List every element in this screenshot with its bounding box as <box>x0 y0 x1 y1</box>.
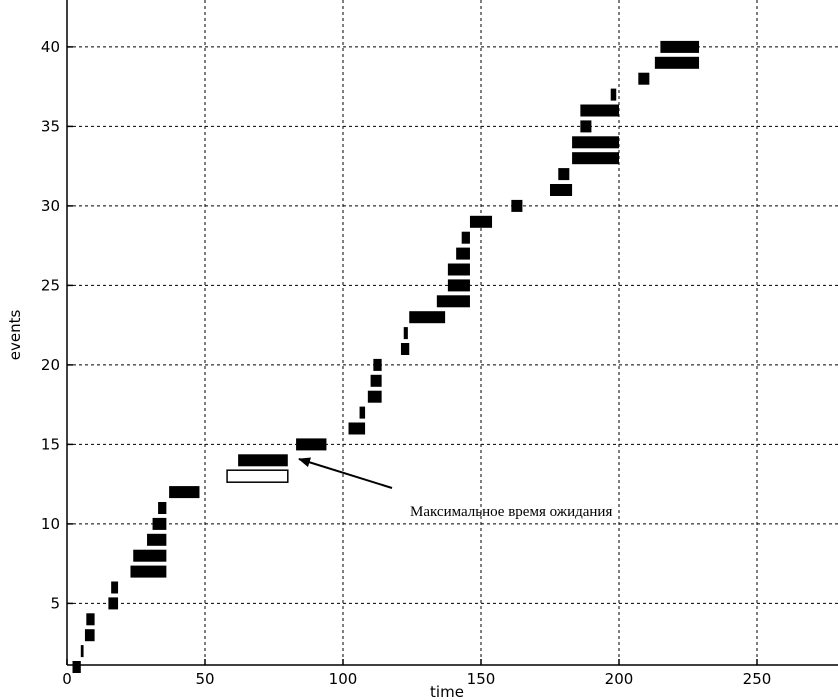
event-bar <box>610 88 617 101</box>
y-axis-title: events <box>6 310 24 361</box>
event-bar <box>80 645 84 658</box>
event-bar <box>403 327 408 340</box>
event-bar <box>436 295 470 308</box>
x-tick-label: 0 <box>62 670 72 688</box>
x-tick-label: 100 <box>329 670 358 688</box>
y-tick-label: 25 <box>41 276 60 294</box>
event-bar <box>147 533 167 546</box>
event-bar <box>660 40 700 53</box>
event-bar <box>580 104 619 117</box>
event-bar <box>580 120 592 133</box>
grid <box>67 0 838 665</box>
event-bar <box>238 454 288 467</box>
x-tick-label: 150 <box>467 670 496 688</box>
event-bar <box>638 72 650 85</box>
event-bar <box>296 438 327 451</box>
event-bar <box>367 390 382 403</box>
event-bar <box>456 247 470 260</box>
event-bar <box>108 597 119 610</box>
event-bar <box>469 215 493 228</box>
event-bar <box>370 374 382 387</box>
event-bar <box>130 565 167 578</box>
event-bar <box>169 486 200 499</box>
y-tick-label: 10 <box>41 515 60 533</box>
event-bars <box>72 40 700 673</box>
event-bar <box>359 406 366 419</box>
event-bar <box>373 358 382 371</box>
event-bar <box>511 199 523 212</box>
y-tick-label: 5 <box>50 594 60 612</box>
event-bar <box>572 152 619 165</box>
x-tick-label: 250 <box>743 670 772 688</box>
x-tick-label: 200 <box>605 670 634 688</box>
event-bar <box>447 263 470 276</box>
event-bar <box>111 581 119 594</box>
y-tick-label: 40 <box>41 38 60 56</box>
event-bar <box>654 56 700 69</box>
event-bar <box>461 231 470 244</box>
y-tick-label: 35 <box>41 117 60 135</box>
event-bar <box>447 279 470 292</box>
event-bar <box>572 136 619 149</box>
event-bar <box>400 343 410 355</box>
event-bar <box>558 168 570 181</box>
y-tick-label: 20 <box>41 356 60 374</box>
event-bar <box>152 517 167 530</box>
event-bar <box>409 311 446 324</box>
event-bar <box>84 629 95 642</box>
event-bar <box>550 184 573 196</box>
event-bar <box>158 502 167 514</box>
y-tick-label: 30 <box>41 197 60 215</box>
axes <box>66 0 838 666</box>
event-bar <box>133 549 167 562</box>
event-bar <box>86 613 95 626</box>
event-bar-hollow <box>226 469 289 483</box>
x-axis-title: time <box>430 683 464 700</box>
event-bar <box>72 661 81 673</box>
annotation-text: Максимальное время ожидания <box>410 504 612 520</box>
event-bar <box>348 422 366 435</box>
x-tick-label: 50 <box>195 670 214 688</box>
tick-labels: 0 50 100 150 200 250 5 10 15 20 25 30 35 40 <box>41 38 771 688</box>
y-tick-label: 15 <box>41 435 60 453</box>
annotation-arrow <box>298 457 393 489</box>
